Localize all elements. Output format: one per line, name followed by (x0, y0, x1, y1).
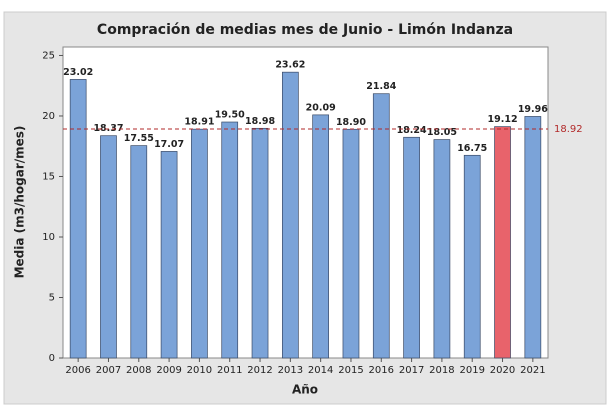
value-label: 20.09 (306, 102, 336, 113)
x-tick-label: 2014 (308, 365, 333, 376)
value-label: 16.75 (457, 143, 487, 154)
value-label: 18.24 (397, 125, 427, 136)
bar (524, 116, 542, 359)
x-tick-label: 2020 (490, 365, 515, 376)
value-label: 19.12 (488, 114, 518, 125)
bar (130, 145, 148, 359)
y-tick-label: 20 (42, 111, 55, 122)
value-label: 21.84 (366, 81, 396, 92)
x-tick-label: 2017 (399, 365, 424, 376)
bar (251, 127, 269, 359)
bar (463, 154, 481, 359)
bar (312, 114, 330, 359)
chart-title: Compración de medias mes de Junio - Limó… (97, 22, 513, 38)
bar (372, 93, 390, 359)
bar (160, 151, 178, 359)
value-label: 17.55 (124, 133, 154, 144)
bar (221, 121, 239, 359)
bar (191, 128, 208, 359)
x-tick-label: 2011 (217, 365, 242, 376)
x-tick-label: 2019 (459, 365, 484, 376)
x-tick-label: 2010 (187, 365, 212, 376)
x-tick-label: 2016 (369, 365, 394, 376)
y-tick-label: 15 (42, 171, 55, 182)
x-tick-label: 2013 (278, 365, 303, 376)
x-tick-label: 2007 (96, 365, 121, 376)
value-label: 19.96 (518, 104, 548, 115)
value-label: 17.07 (154, 139, 184, 150)
x-tick-label: 2006 (65, 365, 90, 376)
bar (342, 128, 360, 359)
x-tick-label: 2009 (156, 365, 181, 376)
x-tick-label: 2018 (429, 365, 454, 376)
bar (100, 135, 117, 359)
x-tick-label: 2015 (338, 365, 363, 376)
x-tick-label: 2008 (126, 365, 151, 376)
x-tick-label: 2012 (247, 365, 272, 376)
bar (433, 139, 451, 359)
value-label: 18.90 (336, 117, 366, 128)
value-label: 18.91 (184, 117, 214, 128)
y-tick-label: 10 (42, 232, 55, 243)
bar (69, 79, 87, 359)
y-tick-label: 25 (42, 50, 55, 61)
y-tick-label: 5 (49, 292, 55, 303)
value-label: 19.50 (215, 110, 245, 121)
x-tick-label: 2021 (520, 365, 545, 376)
bar (281, 71, 299, 359)
value-label: 18.98 (245, 116, 275, 127)
value-label: 18.05 (427, 127, 457, 138)
reference-label: 18.92 (554, 124, 583, 135)
x-axis-label: Año (292, 383, 318, 397)
bar (403, 136, 420, 359)
bar (494, 126, 511, 359)
value-label: 23.02 (63, 67, 93, 78)
y-axis-label: Media (m3/hogar/mes) (13, 126, 27, 279)
y-tick-label: 0 (49, 353, 55, 364)
value-label: 23.62 (275, 60, 305, 71)
